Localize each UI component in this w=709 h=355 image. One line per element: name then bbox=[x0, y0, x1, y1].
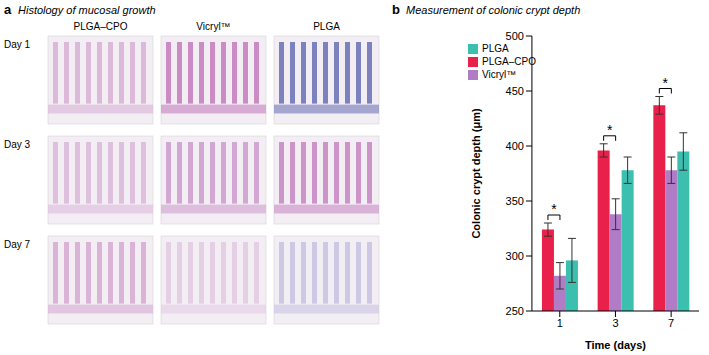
svg-text:450: 450 bbox=[506, 85, 524, 97]
svg-text:Day 3: Day 3 bbox=[4, 139, 31, 150]
svg-text:7: 7 bbox=[668, 317, 674, 329]
svg-text:500: 500 bbox=[506, 30, 524, 42]
svg-text:Histology of mucosal growth: Histology of mucosal growth bbox=[18, 4, 156, 16]
svg-text:Colonic crypt depth (μm): Colonic crypt depth (μm) bbox=[470, 108, 482, 239]
html-text:PLGA–CPO: PLGA–CPO bbox=[482, 56, 536, 67]
svg-text:Day 1: Day 1 bbox=[4, 39, 31, 50]
svg-text:1: 1 bbox=[557, 317, 563, 329]
svg-text:*: * bbox=[607, 122, 613, 138]
html-text:PLGA: PLGA bbox=[482, 43, 509, 54]
svg-text:Time (days): Time (days) bbox=[585, 339, 646, 351]
svg-text:Day 7: Day 7 bbox=[4, 239, 31, 250]
svg-text:400: 400 bbox=[506, 140, 524, 152]
svg-text:*: * bbox=[663, 75, 669, 91]
svg-text:3: 3 bbox=[612, 317, 618, 329]
svg-text:250: 250 bbox=[506, 305, 524, 317]
html-text:Vicryl™: Vicryl™ bbox=[482, 69, 517, 80]
svg-text:350: 350 bbox=[506, 195, 524, 207]
svg-text:b: b bbox=[392, 2, 400, 17]
svg-text:PLGA: PLGA bbox=[313, 21, 340, 32]
svg-text:Measurement of colonic crypt d: Measurement of colonic crypt depth bbox=[406, 4, 580, 16]
svg-text:Vicryl™: Vicryl™ bbox=[196, 21, 230, 32]
svg-text:*: * bbox=[551, 201, 557, 217]
svg-text:300: 300 bbox=[506, 250, 524, 262]
svg-text:PLGA–CPO: PLGA–CPO bbox=[74, 21, 128, 32]
svg-text:a: a bbox=[4, 2, 12, 17]
